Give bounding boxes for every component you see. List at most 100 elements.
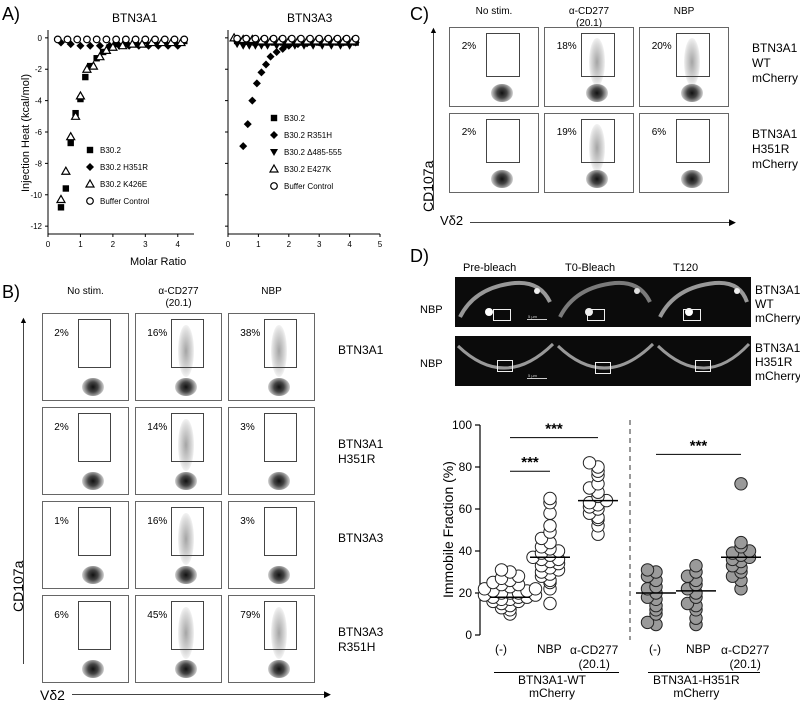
scale-bar-label: 5 µm [528,373,537,378]
legend-label: B30.2 H351R [100,163,148,172]
scale-bar [527,378,547,379]
cd107a-gate [77,601,111,650]
cell-population [175,566,198,584]
bleach-roi [493,309,511,321]
data-point [53,35,62,44]
cd107a-gate [486,118,521,163]
cd107a-gate [77,507,111,556]
panel-c-flow-plot: 2% [449,113,539,193]
panel-b-y-arrow [23,320,24,664]
cd107a-gate [263,507,297,556]
data-point [248,96,257,105]
x-tick-label: 2 [111,240,116,249]
data-point [734,535,748,550]
panel-b-x-arrow [72,694,327,695]
image-row2-left-label: NBP [420,358,443,370]
cell-population [175,660,198,678]
data-point [70,111,81,120]
panel-b-row-label: BTN3A1 [338,343,384,357]
y-tick-label: -12 [30,222,42,231]
data-point [73,35,82,44]
gate-percentage: 2% [461,40,477,52]
data-point [60,166,71,175]
legend-label: B30.2 K426E [100,180,147,189]
data-point [81,64,92,73]
panel-a-label: A) [2,4,20,24]
panel-b-y-arrowhead: ▲ [19,315,28,325]
panel-b-x-arrowhead: ▶ [324,689,331,699]
gate-percentage: 3% [240,516,255,528]
data-point [141,35,150,44]
panel-b-column-header: No stim. [67,286,104,297]
activated-population [271,324,288,378]
data-point [55,194,67,204]
data-point [151,35,159,44]
data-point [324,34,333,43]
cd107a-gate [170,601,204,650]
panel-c-x-arrow [470,222,732,223]
x-tick-label: 5 [378,240,383,249]
data-point [95,41,104,50]
panel-c-flow-plot: 20% [639,27,729,107]
x-label-wt-none: (-) [495,642,507,656]
data-point [287,34,296,43]
legend-marker [270,182,278,190]
image-header-pre-bleach: Pre-bleach [463,262,517,274]
legend-label: B30.2 [284,114,305,123]
panel-b-column-header: α-CD277 (20.1) [158,286,199,309]
data-point [689,559,703,573]
legend-label: B30.2 E427K [284,165,332,174]
significance-label: *** [545,421,563,438]
gate-percentage: 6% [651,126,667,138]
panel-b-label: B) [2,282,20,302]
panel-b-flow-plot: 2% [42,313,129,401]
panel-b-flow-plot: 3% [228,407,315,495]
image-row1-left-label: NBP [420,304,443,316]
panel-b-flow-plot: 79% [228,595,315,683]
data-point [160,35,169,44]
legend-label: B30.2 [100,146,121,155]
panel-b-flow-plot: 6% [42,595,129,683]
data-point [92,35,101,44]
data-point [640,615,655,630]
data-point [75,90,86,100]
panel-b-flow-plot: 38% [228,313,315,401]
x-label-h351r-cd277: α-CD277 (20.1) [721,643,770,671]
y-tick-label: -2 [35,65,43,74]
data-point [269,34,278,43]
data-point [543,491,557,506]
data-point [272,47,281,56]
microscopy-row-h351r: 5 µm [455,336,751,386]
cell-population [268,472,291,490]
panel-c-column-header: NBP [673,6,695,17]
activated-population [178,606,195,660]
cd107a-gate [263,319,297,368]
data-point [494,563,509,577]
data-point [76,41,85,50]
activated-population [178,512,195,566]
cell-population [82,566,105,584]
panel-d-label: D) [410,246,429,266]
data-point [88,60,99,70]
panel-b-row-label: BTN3A3 [338,531,384,545]
panel-d-frap-chart: 0 20 40 60 80 100 *** *** *** [452,418,761,642]
significance-label: *** [690,437,708,454]
bleach-roi [695,360,711,372]
data-point [94,51,105,61]
cell-population [586,84,609,102]
cell-population [268,378,291,396]
data-point [543,519,557,533]
y-tick-label: 100 [452,418,472,432]
x-tick-label: 0 [226,240,231,249]
data-point [137,38,148,48]
panel-b-row-label: BTN3A1 H351R [338,437,384,466]
gate-percentage: 1% [54,516,69,528]
gate-percentage: 2% [54,422,69,434]
cd107a-gate [77,413,111,462]
cd107a-gate [170,319,204,368]
x-label-h351r-none: (-) [649,642,661,656]
gate-percentage: 38% [240,328,261,340]
bleach-roi [587,309,605,321]
significance-label: *** [521,454,539,471]
panel-a-ylabel: Injection Heat (kcal/mol) [20,74,32,192]
